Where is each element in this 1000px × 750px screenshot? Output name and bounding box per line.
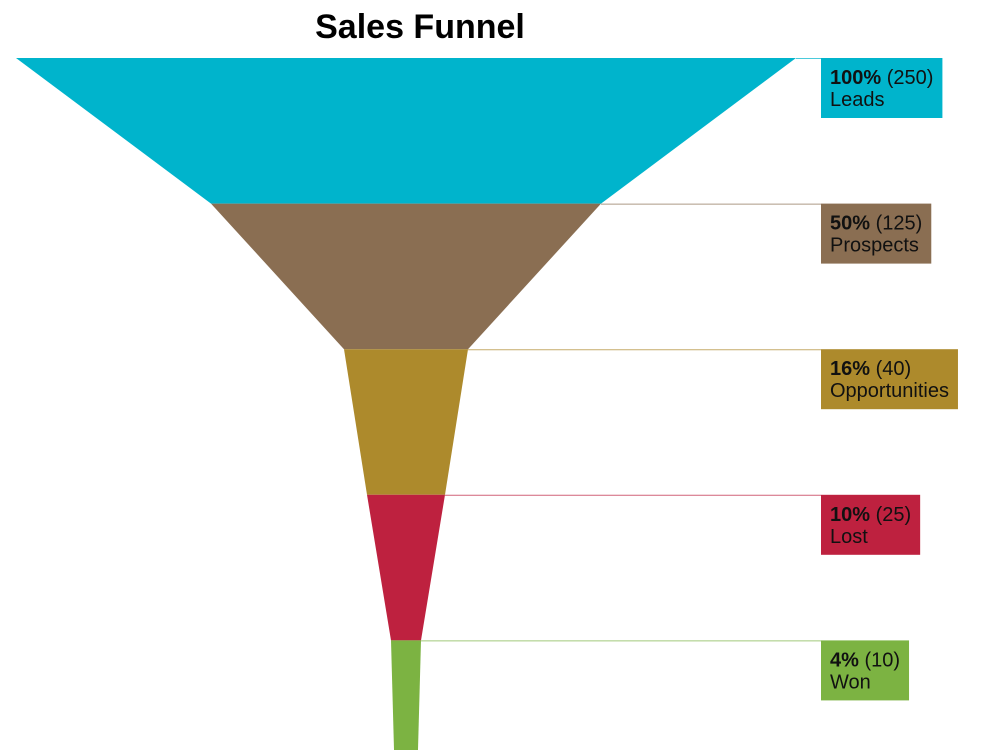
chart-title: Sales Funnel (315, 8, 525, 46)
stage-value-line: 50% (125) (830, 213, 922, 235)
stage-name: Opportunities (830, 380, 949, 402)
stage-value-line: 10% (25) (830, 504, 911, 526)
stage-name: Prospects (830, 235, 919, 257)
stage-label-leads: 100% (250)Leads (821, 58, 943, 118)
stage-value-line: 4% (10) (830, 649, 900, 671)
stage-name: Won (830, 671, 871, 693)
stage-percent: 10% (830, 504, 870, 526)
funnel-segment-opportunities (344, 349, 468, 495)
stage-label-box (821, 203, 932, 264)
funnel-segment-leads (16, 58, 796, 204)
stage-count: (125) (870, 213, 922, 235)
funnel-segment-won (391, 640, 421, 750)
stage-label-box (821, 349, 958, 410)
stage-value-line: 16% (40) (830, 358, 911, 380)
stage-count: (40) (870, 358, 911, 380)
stage-percent: 16% (830, 358, 870, 380)
stage-label-box (821, 640, 910, 701)
funnel-segment-prospects (211, 203, 601, 350)
funnel-segments (16, 58, 796, 750)
stage-percent: 4% (830, 649, 859, 671)
stage-label-opportunities: 16% (40)Opportunities (821, 349, 958, 410)
stage-name: Leads (830, 89, 885, 111)
stage-label-box (821, 494, 921, 555)
leader-lines (421, 58, 821, 642)
stage-count: (250) (881, 67, 933, 89)
stage-value-line: 100% (250) (830, 67, 933, 89)
stage-labels: 100% (250)Leads 50% (125)Prospects 16% (40… (821, 58, 958, 701)
funnel-segment-lost (367, 494, 445, 641)
stage-label-lost: 10% (25)Lost (821, 494, 921, 555)
stage-name: Lost (830, 526, 868, 548)
stage-label-prospects: 50% (125)Prospects (821, 203, 932, 264)
stage-label-box (821, 58, 943, 118)
stage-percent: 50% (830, 213, 870, 235)
stage-count: (10) (859, 649, 900, 671)
stage-percent: 100% (830, 67, 881, 89)
stage-label-won: 4% (10)Won (821, 640, 910, 701)
stage-count: (25) (870, 504, 911, 526)
